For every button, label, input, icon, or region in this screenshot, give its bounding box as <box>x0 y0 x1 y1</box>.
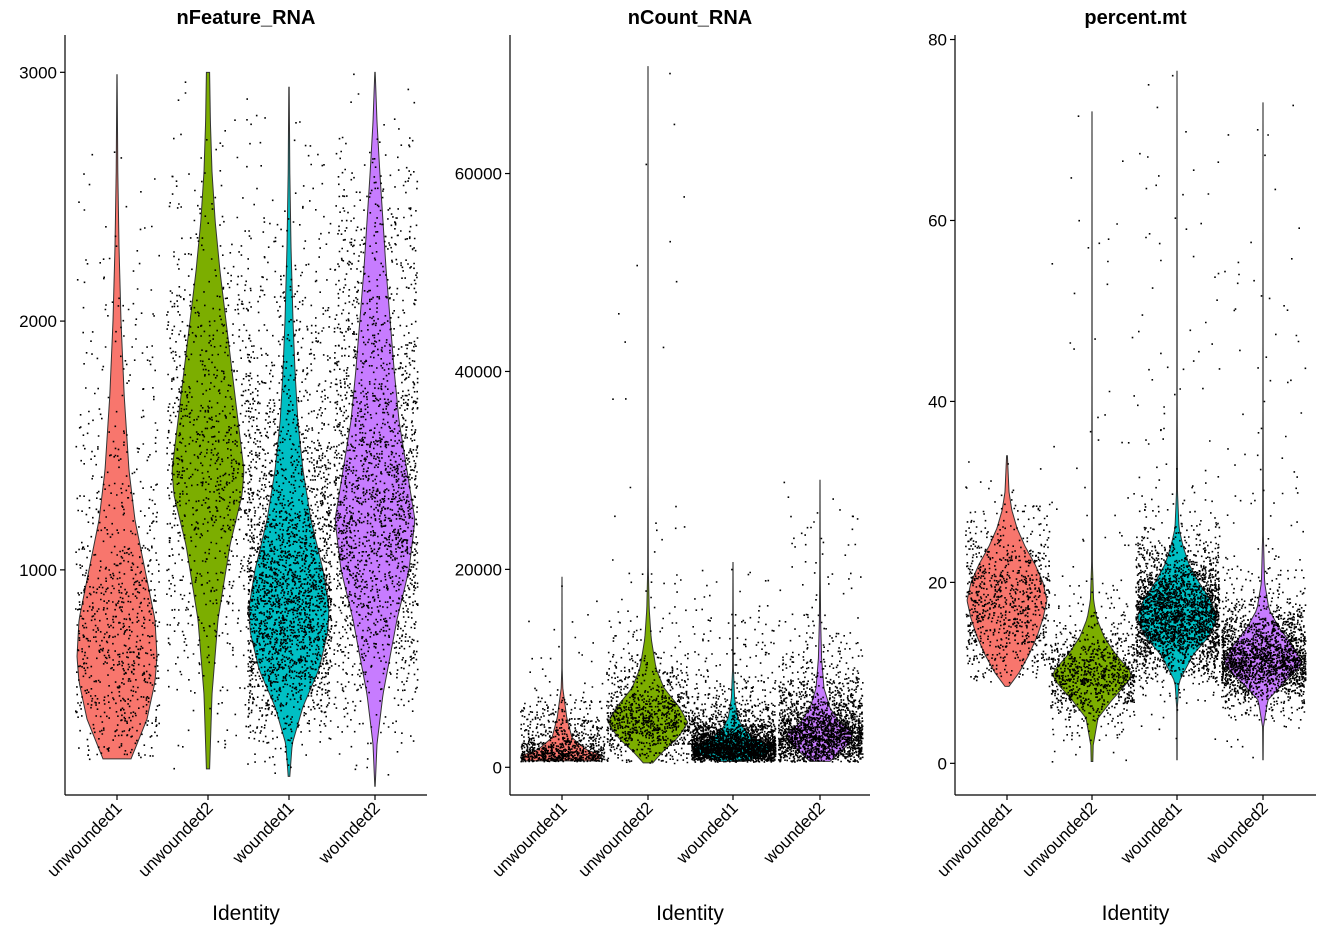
y-tick-label: 40 <box>928 392 947 411</box>
panel-1: nFeature_RNA 1000 2000 3000 unwounded1 unwoun… <box>19 7 427 925</box>
points-wounded1 <box>1135 74 1221 740</box>
x-tick-label: unwounded2 <box>135 798 217 880</box>
x-tick-label: unwounded2 <box>1019 798 1101 880</box>
violin-unwounded1 <box>75 74 161 761</box>
x-tick-label: wounded2 <box>314 798 384 868</box>
points-wounded2-marks <box>778 481 864 763</box>
points-unwounded1-marks <box>965 461 1051 688</box>
violin-wounded2 <box>778 479 864 763</box>
y-tick-label: 3000 <box>19 63 57 82</box>
violin-wounded1 <box>247 86 333 777</box>
points-unwounded1-marks <box>75 151 161 761</box>
violin-unwounded1 <box>520 576 606 763</box>
points-unwounded2 <box>166 81 252 770</box>
violin-wounded1 <box>1135 70 1221 761</box>
x-tick-label: wounded1 <box>672 798 742 868</box>
x-tick-label: unwounded1 <box>44 798 126 880</box>
violin-wounded1 <box>691 561 777 763</box>
points-unwounded2 <box>1050 115 1136 763</box>
points-unwounded2-marks <box>606 72 692 765</box>
x-axis-title: Identity <box>1102 902 1170 925</box>
violin-shape <box>607 66 689 764</box>
x-tick-label: wounded1 <box>1116 798 1186 868</box>
points-wounded2 <box>333 73 419 776</box>
points-wounded1-marks <box>1135 74 1221 740</box>
points-wounded2 <box>778 481 864 763</box>
violin-shape <box>76 74 158 760</box>
x-axis-title: Identity <box>656 902 724 925</box>
points-wounded2-marks <box>1221 104 1307 759</box>
violin-shape <box>1223 102 1303 761</box>
x-tick-label: unwounded1 <box>934 798 1016 880</box>
panel-title: nFeature_RNA <box>177 7 316 29</box>
y-tick-label: 80 <box>928 31 947 50</box>
violin-unwounded2 <box>606 66 692 765</box>
points-wounded1-marks <box>691 568 777 763</box>
y-tick-label: 0 <box>493 758 502 777</box>
panel-title: nCount_RNA <box>628 7 752 29</box>
violin-unwounded2 <box>166 71 252 770</box>
x-tick-label: unwounded2 <box>575 798 657 880</box>
violin-wounded2 <box>333 71 419 787</box>
x-tick-label: unwounded1 <box>489 798 571 880</box>
violin-shape <box>171 71 245 770</box>
y-tick-label: 60000 <box>455 165 502 184</box>
x-axis-title: Identity <box>212 902 280 925</box>
violin-shape <box>692 561 774 762</box>
points-wounded1 <box>691 568 777 763</box>
violin-shape <box>786 479 854 762</box>
violin-unwounded1 <box>965 455 1051 688</box>
points-wounded2 <box>1221 104 1307 759</box>
violin-shape <box>966 455 1048 687</box>
y-tick-label: 0 <box>938 754 947 773</box>
points-wounded2-marks <box>333 73 419 776</box>
y-tick-label: 20000 <box>455 560 502 579</box>
y-tick-label: 20 <box>928 573 947 592</box>
panel-title: percent.mt <box>1084 7 1187 29</box>
points-unwounded1 <box>965 461 1051 688</box>
points-unwounded1-marks <box>520 585 606 763</box>
x-tick-label: wounded2 <box>759 798 829 868</box>
points-unwounded1 <box>75 151 161 761</box>
x-tick-label: wounded2 <box>1202 798 1272 868</box>
points-unwounded2 <box>606 72 692 765</box>
violin-wounded2 <box>1221 102 1307 761</box>
y-tick-label: 2000 <box>19 312 57 331</box>
violin-unwounded2 <box>1050 111 1136 763</box>
violin-shape <box>248 86 330 777</box>
x-tick-label: wounded1 <box>228 798 298 868</box>
y-tick-label: 60 <box>928 211 947 230</box>
violin-shape <box>1052 111 1132 763</box>
y-tick-label: 1000 <box>19 561 57 580</box>
points-unwounded2-marks <box>166 81 252 770</box>
points-unwounded1 <box>520 585 606 763</box>
panel-2: nCount_RNA 0 20000 40000 60000 unwounded1 unwo… <box>455 7 870 925</box>
y-tick-label: 40000 <box>455 362 502 381</box>
points-unwounded2-marks <box>1050 115 1136 763</box>
